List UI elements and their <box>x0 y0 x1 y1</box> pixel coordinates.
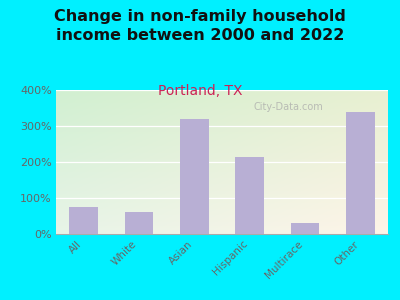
Bar <box>291 223 319 234</box>
Bar <box>69 207 98 234</box>
Bar <box>180 119 209 234</box>
Text: Portland, TX: Portland, TX <box>158 84 242 98</box>
Bar <box>125 212 153 234</box>
Text: Change in non-family household
income between 2000 and 2022: Change in non-family household income be… <box>54 9 346 43</box>
Bar <box>235 157 264 234</box>
Bar <box>346 112 375 234</box>
Text: City-Data.com: City-Data.com <box>254 102 323 112</box>
